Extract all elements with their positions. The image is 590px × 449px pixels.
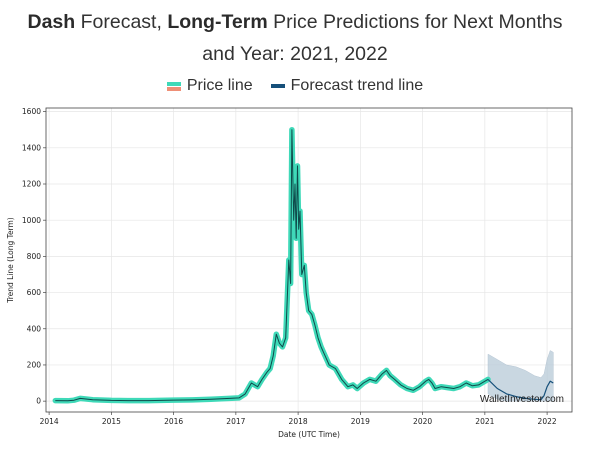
title-part-2: Price Predictions for Next Months <box>267 11 563 33</box>
y-tick-label: 400 <box>27 324 42 333</box>
y-axis-label: Trend Line (Long Term) <box>6 217 15 304</box>
x-tick-label: 2014 <box>40 417 59 426</box>
title-brand: Dash <box>27 11 76 33</box>
price-line-glow <box>52 126 491 404</box>
title-bold-2: Long-Term <box>167 11 268 33</box>
x-axis-label: Date (UTC Time) <box>278 430 340 439</box>
legend-item-price[interactable]: Price line <box>166 77 253 95</box>
chart-legend: Price line Forecast trend line <box>0 77 590 95</box>
legend-price-label: Price line <box>186 77 253 94</box>
y-tick-label: 1000 <box>22 216 41 225</box>
y-tick-label: 1200 <box>22 180 41 189</box>
title-line-2: and Year: 2021, 2022 <box>202 43 388 65</box>
chart-title: Dash Forecast, Long-Term Price Predictio… <box>0 6 590 70</box>
x-tick-label: 2015 <box>102 417 121 426</box>
x-axis-ticks: 2014 2015 2016 2017 2018 2019 2020 2021 2022 <box>40 412 557 426</box>
title-part-1: Forecast, <box>75 11 168 33</box>
y-tick-label: 0 <box>36 397 41 406</box>
y-tick-label: 600 <box>27 288 42 297</box>
x-tick-label: 2020 <box>413 417 432 426</box>
forecast-band-layer <box>487 350 554 402</box>
series-layer <box>52 126 554 404</box>
x-tick-label: 2019 <box>351 417 370 426</box>
y-tick-label: 1600 <box>22 107 41 116</box>
legend-forecast-label: Forecast trend line <box>290 77 424 94</box>
forecast-trend-line <box>487 378 554 401</box>
forecast-confidence-band <box>487 350 554 402</box>
legend-item-forecast[interactable]: Forecast trend line <box>270 77 424 95</box>
y-tick-label: 1400 <box>22 143 41 152</box>
x-tick-label: 2018 <box>289 417 308 426</box>
y-tick-label: 800 <box>27 252 42 261</box>
y-axis-ticks: 0 200 400 600 800 1000 1200 1400 1600 <box>22 107 46 406</box>
plot-frame <box>45 107 573 413</box>
x-tick-label: 2016 <box>164 417 183 426</box>
x-tick-label: 2017 <box>226 417 245 426</box>
title-line-1: Dash Forecast, Long-Term Price Predictio… <box>0 6 590 38</box>
y-tick-label: 200 <box>27 361 42 370</box>
price-line-swatch-icon <box>166 81 181 91</box>
watermark-text: WalletInvestor.com <box>480 394 564 405</box>
x-tick-label: 2021 <box>475 417 494 426</box>
forecast-line-swatch-icon <box>270 84 285 88</box>
x-tick-label: 2022 <box>538 417 557 426</box>
price-line <box>55 129 489 402</box>
